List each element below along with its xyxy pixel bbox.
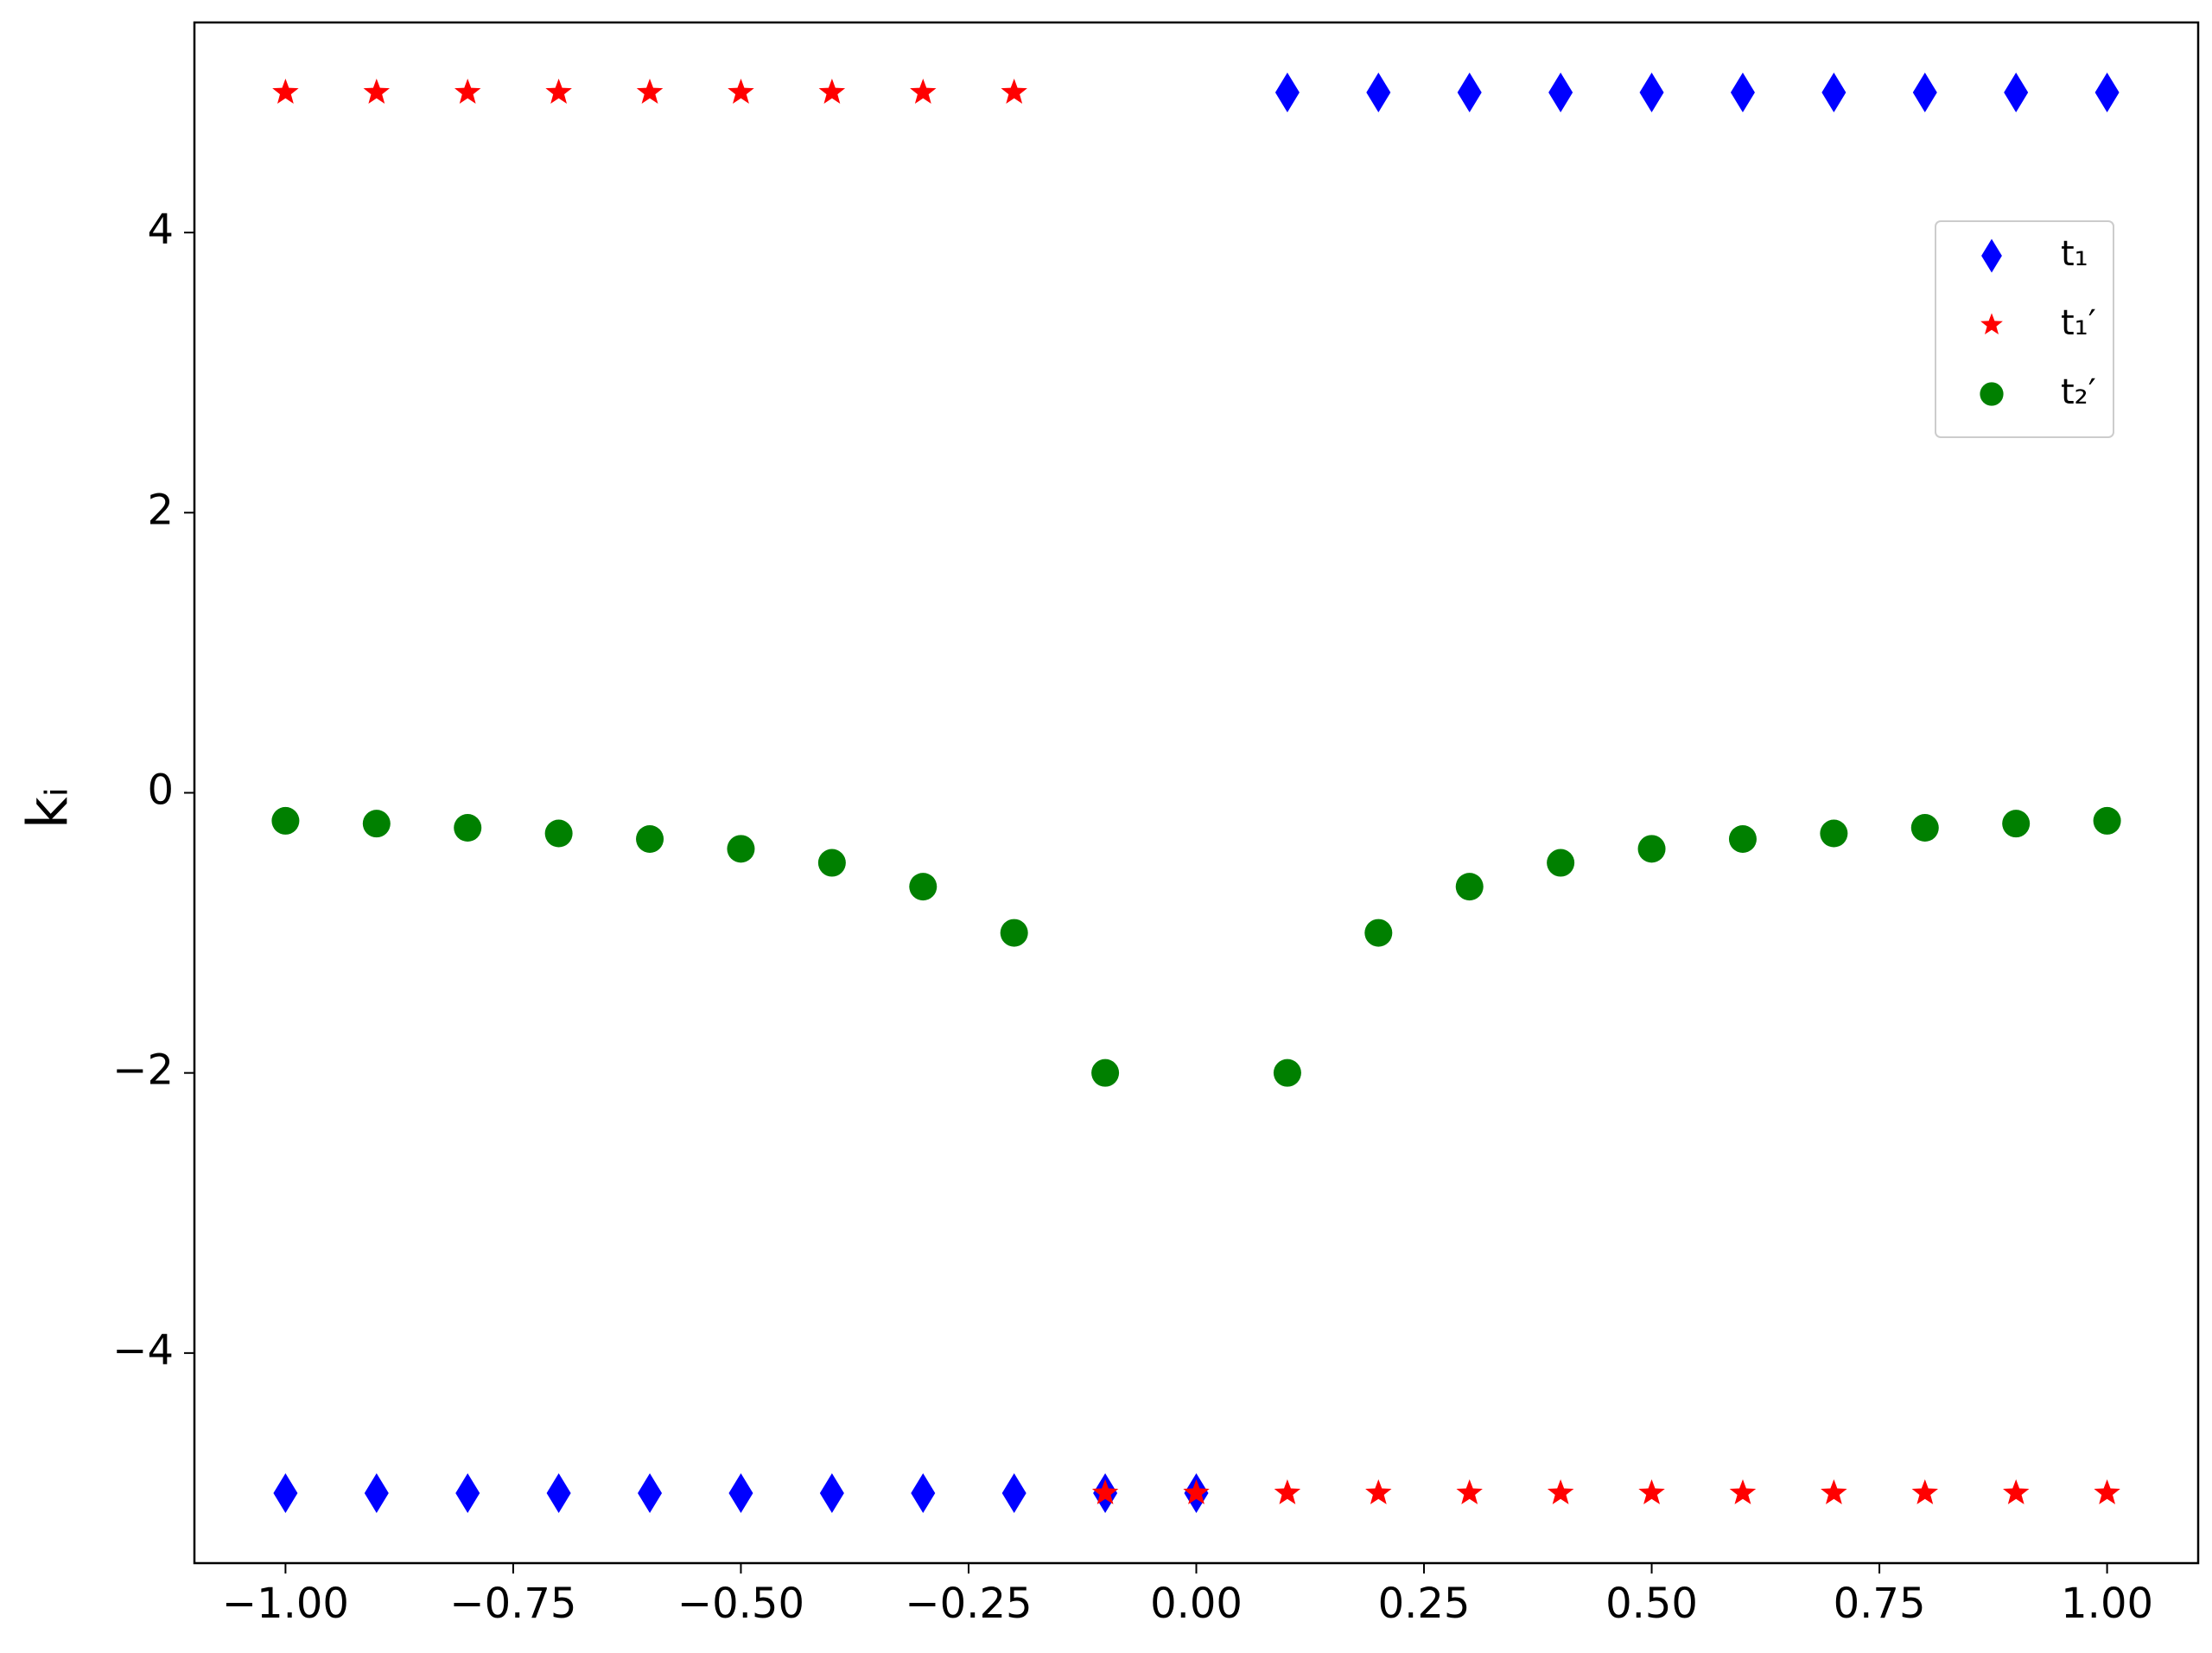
legend-box [1935,220,2114,438]
plot-frame [193,21,2200,1565]
data-point [1730,73,1755,113]
data-point [1912,73,1937,113]
data-point [1001,1472,1027,1513]
data-point [2094,73,2120,113]
data-point [1820,819,1848,848]
data-point [1637,835,1666,863]
data-point [1000,919,1028,947]
x-tick-label: −1.00 [222,1580,349,1628]
data-point [273,1472,298,1513]
y-tick-label: 2 [147,486,174,534]
x-tick-label: −0.25 [905,1580,1032,1628]
data-point [1183,1479,1210,1504]
data-point [1091,1059,1120,1087]
legend-label: t₁ [2061,234,2088,274]
data-point [1728,824,1757,853]
y-axis-label: kᵢ [17,787,81,830]
data-point [363,79,390,104]
data-point [1639,73,1664,113]
data-point [1547,849,1575,877]
data-point [1456,1479,1483,1504]
data-point [1274,1479,1301,1504]
data-point [1273,1059,1301,1087]
data-point [454,79,481,104]
data-point [638,1472,663,1513]
data-point [2002,810,2031,838]
legend-marker [1981,238,2002,273]
data-point [1274,73,1300,113]
data-point [1638,1479,1665,1504]
y-tick-label: 0 [147,766,174,815]
x-tick-label: 0.00 [1150,1580,1243,1628]
data-point [2094,1479,2120,1504]
data-point [1729,1479,1757,1504]
data-point [1910,814,1939,842]
y-tick-label: −4 [112,1326,174,1375]
data-point [1548,73,1573,113]
data-point [636,79,664,104]
data-point [544,819,573,848]
data-point [1911,1479,1938,1504]
data-point [364,1472,389,1513]
data-point [728,79,754,104]
data-point [1457,73,1482,113]
data-point [1001,79,1027,104]
data-point [1364,919,1393,947]
data-point [819,1472,844,1513]
y-tick-label: 4 [147,206,174,254]
data-point [728,1472,753,1513]
data-point [910,79,937,104]
y-tick-label: −2 [112,1046,174,1095]
x-tick-label: 0.50 [1605,1580,1698,1628]
x-tick-label: −0.50 [677,1580,804,1628]
data-point [2093,806,2121,835]
data-point [1821,73,1847,113]
data-point [909,873,938,901]
data-point [362,810,391,838]
data-point [272,79,299,104]
data-point [546,1472,571,1513]
data-point [2004,73,2029,113]
data-point [818,79,846,104]
legend-marker [1980,313,2003,334]
x-tick-label: 1.00 [2061,1580,2153,1628]
data-point [1366,73,1391,113]
data-point [1455,873,1484,901]
data-point [636,824,664,853]
data-point [1547,1479,1574,1504]
data-point [545,79,572,104]
x-tick-label: −0.75 [449,1580,576,1628]
data-point [911,1472,936,1513]
x-tick-label: 0.75 [1834,1580,1926,1628]
data-point [271,806,300,835]
data-point [2003,1479,2030,1504]
data-point [1365,1479,1392,1504]
legend-label: t₂′ [2061,372,2096,412]
data-point [455,1472,480,1513]
data-point [727,835,755,863]
data-point [817,849,846,877]
legend-label: t₁′ [2061,303,2096,343]
data-point [454,814,482,842]
x-tick-label: 0.25 [1378,1580,1471,1628]
data-point [1821,1479,1847,1504]
legend-marker [1980,382,2004,406]
data-point [1091,1479,1119,1504]
